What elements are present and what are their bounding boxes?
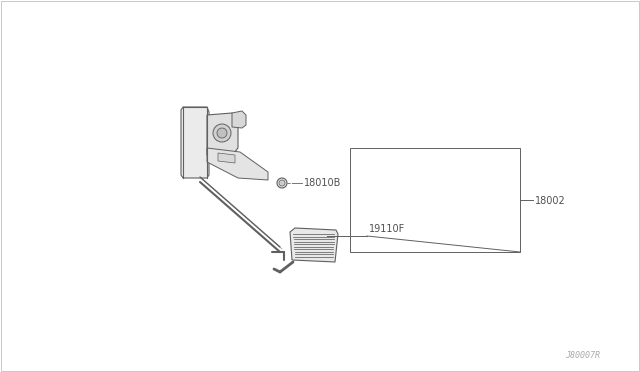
Polygon shape <box>207 148 268 180</box>
Circle shape <box>213 124 231 142</box>
Bar <box>350 148 520 252</box>
Polygon shape <box>218 153 235 163</box>
Text: 18010B: 18010B <box>304 179 341 189</box>
Polygon shape <box>290 228 338 262</box>
Text: 18002: 18002 <box>535 196 566 205</box>
Circle shape <box>279 180 285 186</box>
Text: 19110F: 19110F <box>369 224 405 234</box>
Text: J80007R: J80007R <box>565 352 600 360</box>
Polygon shape <box>232 111 246 128</box>
Circle shape <box>217 128 227 138</box>
Polygon shape <box>207 113 238 155</box>
Circle shape <box>277 178 287 188</box>
Polygon shape <box>181 107 209 178</box>
